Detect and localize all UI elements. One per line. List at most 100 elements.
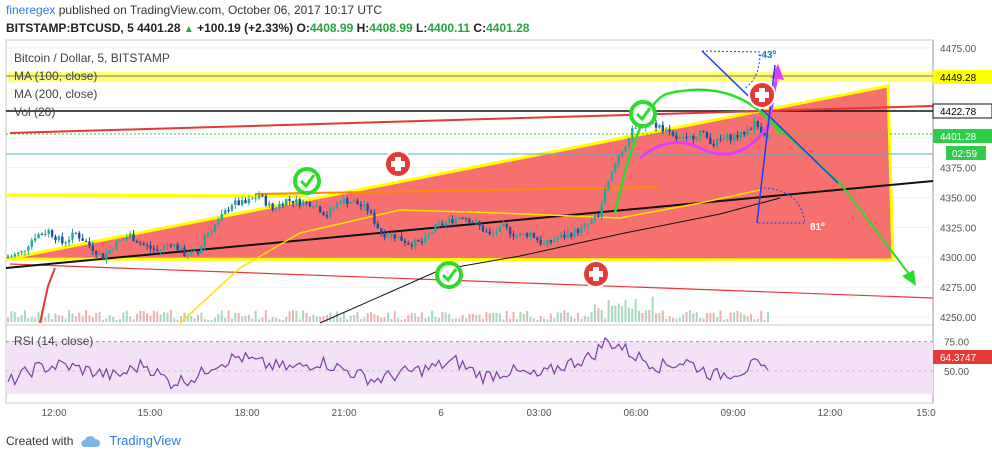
- time-tick-label: 6: [438, 408, 444, 419]
- volume-bar: [638, 310, 641, 322]
- volume-bar: [47, 313, 50, 322]
- volume-bar: [515, 319, 518, 322]
- candle-body: [508, 227, 512, 235]
- volume-bar: [244, 316, 247, 322]
- candle-body: [743, 131, 746, 135]
- candle-body: [268, 203, 271, 206]
- volume-bar: [186, 316, 189, 322]
- candle-body: [206, 232, 210, 237]
- footer: Created with TradingView: [6, 433, 181, 448]
- volume-bar: [729, 312, 732, 322]
- candle-body: [54, 236, 57, 241]
- candle-body: [179, 247, 183, 251]
- candle-body: [458, 217, 461, 219]
- candle-body: [749, 128, 753, 130]
- line-tag: [932, 103, 992, 119]
- candle-body: [230, 205, 234, 211]
- candle-body: [251, 198, 254, 200]
- candle-body: [71, 232, 74, 240]
- volume-bar: [366, 313, 369, 322]
- last-price-tag-text: 4401.28: [940, 132, 977, 143]
- volume-bar: [88, 315, 91, 322]
- angle-arc-top: [701, 50, 761, 89]
- volume-bar: [529, 316, 532, 322]
- volume-bar: [81, 316, 84, 322]
- time-tick-label: 18:00: [234, 408, 259, 419]
- volume-bar: [502, 319, 505, 322]
- volume-bar: [743, 314, 746, 322]
- chart-title: Bitcoin / Dollar, 5, BITSTAMP: [14, 51, 170, 65]
- volume-bar: [512, 311, 515, 322]
- volume-bar: [298, 319, 301, 322]
- candle-body: [732, 135, 736, 141]
- candle-body: [586, 223, 590, 225]
- ma200-line: [319, 197, 781, 324]
- volume-bar: [753, 319, 756, 322]
- volume-bar: [614, 305, 617, 322]
- candle-body: [111, 249, 115, 251]
- volume-bar: [234, 312, 237, 322]
- candle-body: [298, 199, 301, 206]
- candle-body: [570, 233, 573, 237]
- candle-body: [135, 241, 139, 243]
- candle-body: [84, 240, 88, 242]
- candle-body: [244, 200, 247, 204]
- volume-bar: [733, 312, 736, 322]
- candle-body: [481, 225, 485, 232]
- time-tick-label: 03:00: [526, 408, 551, 419]
- candle-body: [132, 234, 135, 242]
- rsi-tag: [933, 350, 992, 364]
- candle-body: [223, 210, 227, 215]
- candle-body: [220, 214, 223, 220]
- volume-bar: [546, 319, 549, 322]
- early-red-line: [39, 267, 56, 324]
- volume-bar: [692, 313, 695, 322]
- volume-bar: [193, 318, 196, 322]
- candle-body: [325, 215, 329, 217]
- candle-body: [671, 131, 675, 136]
- candle-body: [542, 244, 546, 246]
- candle-body: [715, 139, 719, 146]
- candle-body: [634, 127, 637, 129]
- candle-body: [729, 134, 732, 141]
- volume-bar: [509, 318, 512, 322]
- candle-body: [705, 131, 709, 138]
- candle-body: [247, 198, 251, 204]
- candle-body: [40, 234, 44, 236]
- candle-body: [668, 128, 671, 132]
- candle-body: [366, 204, 369, 211]
- candle-body: [57, 236, 61, 241]
- volume-bar: [437, 317, 440, 322]
- rsi-series: [7, 336, 769, 390]
- candle-body: [454, 218, 458, 224]
- author-name[interactable]: fineregex: [6, 3, 56, 17]
- candle-body: [190, 251, 193, 256]
- candle-body: [658, 124, 661, 128]
- ma100-legend: MA (100, close): [14, 69, 97, 83]
- tradingview-link[interactable]: TradingView: [109, 433, 181, 448]
- chart-area[interactable]: -43º 81º Bitcoin / Dollar, 5, BITSTAMP M…: [0, 38, 992, 428]
- volume-bar: [722, 319, 725, 322]
- green-check-marker: [293, 167, 321, 195]
- price-tick-label: 4300.00: [940, 253, 977, 264]
- volume-bar: [699, 317, 702, 322]
- candle-body: [681, 136, 685, 138]
- candle-body: [122, 239, 125, 241]
- volume-bar: [339, 317, 342, 322]
- candle-body: [149, 245, 152, 249]
- candle-body: [597, 215, 600, 218]
- volume-bar: [716, 317, 719, 322]
- volume-bar: [336, 311, 339, 322]
- candle-body: [502, 223, 505, 226]
- volume-bar: [152, 310, 155, 322]
- volume-bar: [292, 310, 294, 322]
- candle-body: [525, 233, 529, 237]
- candle-body: [254, 198, 257, 200]
- volume-bar: [85, 310, 88, 322]
- volume-bar: [475, 314, 478, 322]
- triangle-outline: [5, 84, 895, 262]
- volume-bar: [417, 316, 420, 322]
- candle-body: [712, 144, 715, 146]
- candle-body: [437, 223, 441, 225]
- volume-bar: [702, 318, 705, 322]
